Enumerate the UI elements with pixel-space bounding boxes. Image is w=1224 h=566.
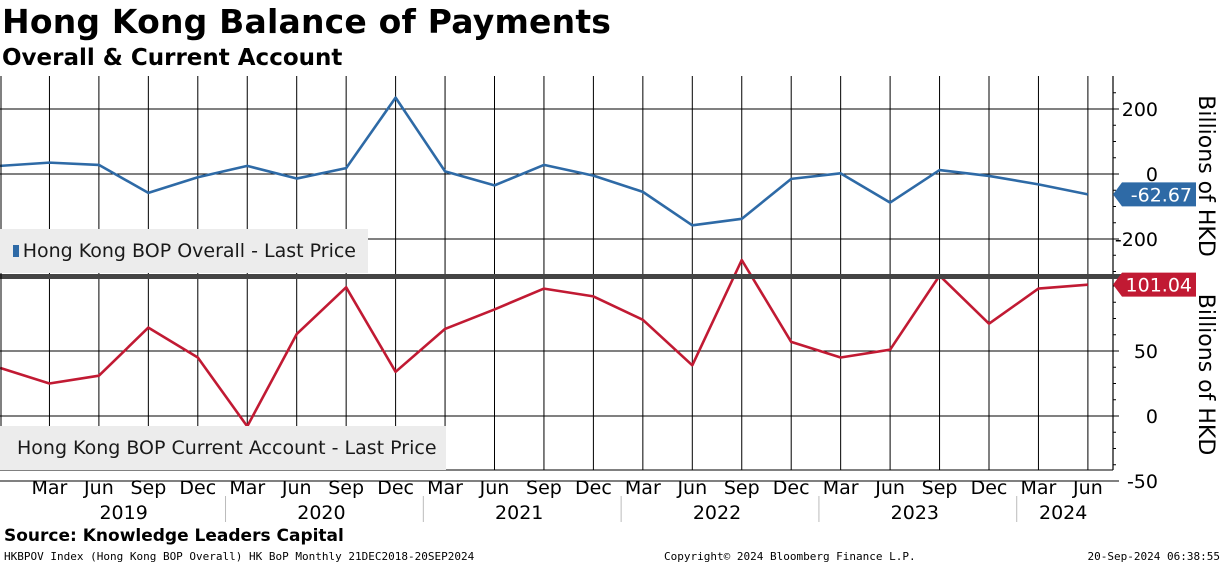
y-tick-label: 200 — [1122, 99, 1158, 121]
footer-ticker: HKBPOV Index (Hong Kong BOP Overall) HK … — [4, 550, 475, 563]
last-value-tags: -62.67 101.04 — [1113, 182, 1196, 297]
x-month-label: Sep — [130, 477, 166, 499]
source-note: Source: Knowledge Leaders Capital — [4, 526, 344, 546]
x-year-label: 2023 — [891, 502, 939, 524]
x-month-label: Jun — [1072, 477, 1103, 499]
y-tick-label: -200 — [1115, 229, 1158, 251]
y-tick-label: 0 — [1146, 406, 1158, 428]
footer-copyright: Copyright© 2024 Bloomberg Finance L.P. — [664, 550, 916, 563]
top-y-tick-labels: 200 0 -200 — [1113, 92, 1158, 272]
legend-overall: Hong Kong BOP Overall - Last Price — [0, 229, 368, 273]
y-axis-title: Billions of HKD — [1193, 95, 1218, 257]
x-year-label: 2019 — [99, 502, 147, 524]
x-month-label: Sep — [526, 477, 562, 499]
current-account-series — [0, 258, 1089, 428]
x-month-label: Jun — [676, 477, 707, 499]
bottom-y-tick-labels: 50 0 -50 — [1113, 285, 1158, 493]
chart-subtitle: Overall & Current Account — [2, 45, 343, 71]
x-month-label: Mar — [1021, 477, 1057, 499]
x-month-label: Mar — [427, 477, 463, 499]
x-month-label: Mar — [823, 477, 859, 499]
y-tick-label: 0 — [1146, 164, 1158, 186]
chart-title: Hong Kong Balance of Payments — [2, 2, 612, 41]
y-tick-label: 50 — [1134, 341, 1158, 363]
x-month-label: Dec — [773, 477, 810, 499]
current-account-last-value-tag: 101.04 — [1113, 272, 1196, 297]
panel-divider — [0, 274, 1125, 279]
y-axis-titles: Billions of HKD Billions of HKD — [1193, 95, 1218, 455]
x-year-label: 2024 — [1039, 502, 1087, 524]
legend-overall-swatch — [13, 245, 19, 257]
x-month-label: Mar — [625, 477, 661, 499]
x-month-label: Mar — [32, 477, 68, 499]
footer-timestamp: 20-Sep-2024 06:38:55 — [1087, 550, 1220, 563]
last-value-tag-bg — [1113, 272, 1196, 297]
x-month-label: Sep — [922, 477, 958, 499]
axes — [0, 76, 1125, 471]
last-value-tag-bg — [1113, 182, 1196, 207]
x-month-label: Dec — [971, 477, 1008, 499]
overall-last-value-tag: -62.67 — [1113, 182, 1196, 207]
x-month-label: Sep — [724, 477, 760, 499]
y-axis-title: Billions of HKD — [1193, 294, 1218, 456]
last-value-tag-label: -62.67 — [1131, 184, 1192, 206]
x-month-label: Dec — [377, 477, 414, 499]
x-month-label: Jun — [479, 477, 510, 499]
x-year-label: 2020 — [297, 502, 345, 524]
x-month-label: Sep — [328, 477, 364, 499]
x-month-label: Mar — [229, 477, 265, 499]
x-month-label: Jun — [83, 477, 114, 499]
x-axis-labels: Mar Jun Sep Dec Mar Jun Sep Dec Mar Jun Sep Dec Mar J… — [32, 477, 1103, 524]
overall-series — [0, 96, 1089, 227]
last-value-tag-label: 101.04 — [1126, 275, 1192, 297]
legend-current-account-label: Hong Kong BOP Current Account - Last Pri… — [17, 437, 437, 459]
legend-overall-label: Hong Kong BOP Overall - Last Price — [22, 240, 356, 262]
legend-current-account: Hong Kong BOP Current Account - Last Pri… — [0, 426, 446, 470]
x-month-label: Jun — [281, 477, 312, 499]
x-year-label: 2021 — [495, 502, 543, 524]
x-year-label: 2022 — [693, 502, 741, 524]
x-month-label: Dec — [575, 477, 612, 499]
y-tick-label: -50 — [1127, 471, 1158, 493]
x-month-label: Dec — [179, 477, 216, 499]
x-month-label: Jun — [874, 477, 905, 499]
